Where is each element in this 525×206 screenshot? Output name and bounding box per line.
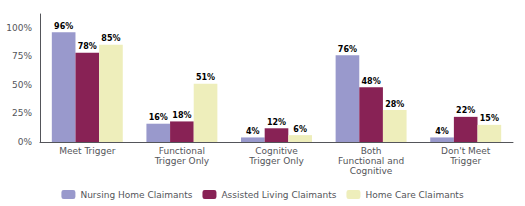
svg-text:4%: 4% xyxy=(435,127,449,136)
svg-text:50%: 50% xyxy=(12,80,32,90)
svg-text:6%: 6% xyxy=(293,125,307,134)
svg-text:85%: 85% xyxy=(101,34,120,43)
svg-text:100%: 100% xyxy=(6,23,32,33)
svg-text:Functional: Functional xyxy=(159,146,205,156)
svg-text:Assisted Living Claimants: Assisted Living Claimants xyxy=(221,190,336,200)
svg-text:0%: 0% xyxy=(18,137,33,147)
svg-text:25%: 25% xyxy=(12,108,32,118)
svg-text:22%: 22% xyxy=(456,106,475,115)
svg-text:Trigger Only: Trigger Only xyxy=(154,156,210,166)
svg-text:12%: 12% xyxy=(267,118,286,127)
svg-text:16%: 16% xyxy=(149,113,168,122)
svg-text:96%: 96% xyxy=(54,22,73,31)
svg-text:Meet Trigger: Meet Trigger xyxy=(59,146,116,156)
svg-text:Both: Both xyxy=(361,146,382,156)
svg-text:18%: 18% xyxy=(172,111,191,120)
svg-text:Trigger Only: Trigger Only xyxy=(248,156,304,166)
svg-text:Don't Meet: Don't Meet xyxy=(441,146,491,156)
svg-text:Cognitive: Cognitive xyxy=(255,146,298,156)
svg-text:51%: 51% xyxy=(196,73,215,82)
svg-text:75%: 75% xyxy=(12,51,32,61)
svg-text:Nursing Home Claimants: Nursing Home Claimants xyxy=(80,190,192,200)
svg-text:4%: 4% xyxy=(246,127,260,136)
svg-text:76%: 76% xyxy=(338,45,357,54)
svg-text:48%: 48% xyxy=(362,77,381,86)
svg-text:Cognitive: Cognitive xyxy=(350,166,393,176)
svg-text:Functional and: Functional and xyxy=(338,156,404,166)
svg-text:Home Care Claimants: Home Care Claimants xyxy=(365,190,463,200)
svg-text:Trigger: Trigger xyxy=(449,156,481,166)
svg-text:78%: 78% xyxy=(78,42,97,51)
svg-text:15%: 15% xyxy=(480,114,499,123)
svg-text:28%: 28% xyxy=(385,100,404,109)
